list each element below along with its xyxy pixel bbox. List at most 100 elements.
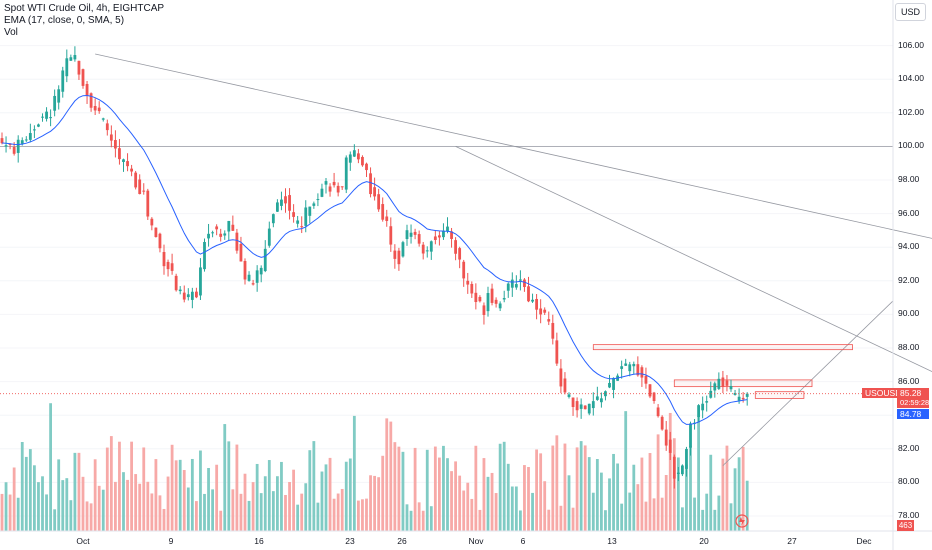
candle-body (340, 186, 344, 188)
volume-bar (579, 441, 583, 531)
volume-bar (348, 458, 352, 531)
y-tick-label: 80.00 (898, 476, 920, 487)
candle-body (652, 392, 656, 401)
price-zone (754, 391, 805, 399)
legend-ema[interactable]: EMA (17, close, 0, SMA, 5) (4, 15, 125, 26)
candle-body (324, 181, 328, 185)
volume-bar (741, 446, 745, 531)
volume-bar (490, 472, 494, 531)
candle-body (401, 242, 405, 257)
volume-bar (37, 482, 40, 531)
volume-bar (652, 498, 656, 531)
volume-bar (142, 447, 146, 531)
candle-body (551, 322, 555, 339)
volume-bar (255, 463, 259, 531)
trendline (455, 146, 932, 372)
candle-body (397, 250, 401, 265)
volume-bar (243, 473, 247, 531)
volume-bar (421, 510, 425, 531)
candle-body (28, 133, 32, 140)
candle-body (203, 241, 206, 270)
volume-bar (717, 495, 721, 531)
replay-icon[interactable] (735, 514, 749, 528)
y-tick-label: 78.00 (898, 510, 920, 520)
legend-symbol[interactable]: Spot WTI Crude Oil, 4h, EIGHTCAP (4, 3, 165, 14)
volume-bar (429, 506, 433, 531)
candle-body (352, 150, 356, 157)
candle-body (231, 224, 235, 231)
candle-body (725, 380, 729, 386)
trendlines[interactable] (95, 53, 932, 466)
candle-body (178, 289, 182, 292)
currency-button[interactable]: USD (895, 3, 926, 21)
volume-bar (308, 450, 312, 531)
volume-bar (195, 501, 198, 531)
volume-bar (660, 497, 664, 531)
volume-bar (709, 454, 713, 531)
volume-bar (304, 483, 308, 531)
candle-body (377, 194, 381, 210)
volume-bar (45, 494, 48, 531)
candle-body (195, 291, 198, 298)
countdown-tag: 02:59:28 (897, 398, 929, 408)
volume-bar (324, 464, 328, 531)
candle-body (632, 363, 636, 367)
price-zones[interactable] (592, 344, 853, 399)
volume-bar (543, 481, 547, 531)
candle-body (591, 401, 595, 409)
candle-body (567, 394, 571, 397)
candle-body (357, 153, 360, 160)
candle-body (45, 111, 48, 119)
candle-body (531, 299, 534, 302)
candle-body (608, 382, 611, 388)
volume-bar (146, 481, 150, 531)
ema-line (1, 94, 748, 425)
volume-bar (409, 510, 413, 531)
candle-body (502, 298, 506, 300)
x-tick-label: 6 (520, 536, 526, 546)
candle-body (142, 190, 146, 192)
y-tick-label: 92.00 (898, 274, 920, 285)
legend-volume[interactable]: Vol (4, 27, 18, 38)
candle-body (126, 161, 129, 167)
candle-body (405, 230, 409, 240)
candle-body (73, 55, 77, 60)
volume-bar (595, 459, 599, 531)
volume-bar (393, 442, 397, 531)
candle-body (207, 233, 210, 239)
volume-bar (413, 447, 417, 531)
candle-body (271, 214, 275, 224)
candle-body (276, 202, 279, 212)
volume-bar (126, 479, 129, 531)
volume-bar (571, 507, 575, 531)
grid (0, 45, 893, 517)
candle-body (219, 233, 223, 237)
volume-bar (207, 468, 210, 531)
volume-bar (186, 487, 190, 531)
candle-body (571, 397, 575, 407)
volume-bar (551, 445, 555, 531)
volume-bar (49, 403, 52, 531)
volume-bar (454, 461, 457, 531)
volume-bar (745, 480, 749, 531)
volume-bar (357, 500, 360, 531)
volume-bar (681, 507, 684, 531)
volume-bar (89, 503, 93, 531)
candle-body (583, 405, 587, 410)
candle-body (470, 283, 474, 294)
candle-body (547, 319, 551, 322)
volume-bar (369, 475, 372, 531)
x-tick-label: 27 (787, 536, 797, 546)
candle-body (579, 404, 583, 409)
candle-body (97, 107, 101, 112)
candle-body (134, 172, 138, 188)
volume-bar (575, 447, 579, 531)
candle-body (85, 83, 89, 97)
candle-body (458, 248, 462, 260)
y-tick-label: 82.00 (898, 442, 920, 453)
y-tick-label: 94.00 (898, 241, 920, 252)
candle-body (316, 199, 320, 201)
volume-bar (608, 478, 611, 531)
volume-bar (729, 503, 733, 531)
